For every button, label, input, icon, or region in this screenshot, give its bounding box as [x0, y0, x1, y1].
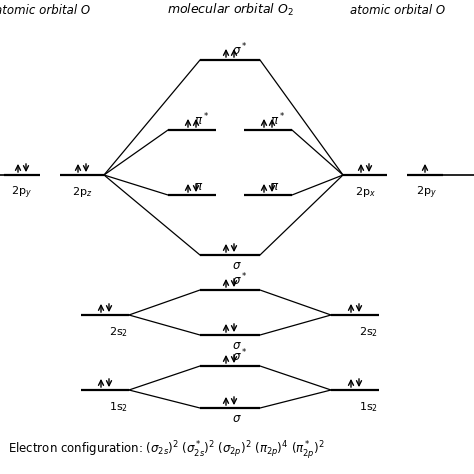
Text: molecular orbital O$_2$: molecular orbital O$_2$: [166, 2, 293, 18]
Text: 2s$_2$: 2s$_2$: [359, 325, 378, 339]
Text: 2s$_2$: 2s$_2$: [109, 325, 128, 339]
Text: 2p$_y$: 2p$_y$: [10, 185, 31, 201]
Text: $\sigma$: $\sigma$: [232, 339, 242, 352]
Text: $\pi^*$: $\pi^*$: [194, 111, 209, 128]
Text: $\sigma$: $\sigma$: [232, 412, 242, 425]
Text: atomic orbital O: atomic orbital O: [0, 3, 90, 17]
Text: 2p$_x$: 2p$_x$: [355, 185, 375, 199]
Text: $\pi^*$: $\pi^*$: [270, 111, 285, 128]
Text: $\pi$: $\pi$: [194, 180, 203, 193]
Text: $\sigma^*$: $\sigma^*$: [232, 272, 247, 288]
Text: atomic orbital O: atomic orbital O: [350, 3, 445, 17]
Text: $\sigma^*$: $\sigma^*$: [232, 41, 247, 58]
Text: Electron configuration: $(\sigma_{2s})^2$ $(\sigma^*_{2s})^2$ $(\sigma_{2p})^2$ : Electron configuration: $(\sigma_{2s})^2…: [8, 439, 325, 461]
Text: $\sigma$: $\sigma$: [232, 259, 242, 272]
Text: 2p$_y$: 2p$_y$: [416, 185, 437, 201]
Text: $\sigma^*$: $\sigma^*$: [232, 347, 247, 364]
Text: 1s$_2$: 1s$_2$: [109, 400, 128, 414]
Text: 1s$_2$: 1s$_2$: [359, 400, 378, 414]
Text: 2p$_z$: 2p$_z$: [72, 185, 92, 199]
Text: $\pi$: $\pi$: [270, 180, 279, 193]
